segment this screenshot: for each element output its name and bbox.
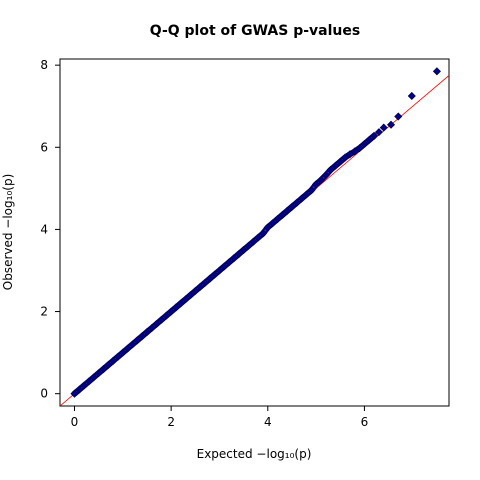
y-axis-label: Observed −log₁₀(p) [1,174,15,291]
y-tick-label: 4 [40,222,48,236]
data-point [278,211,287,220]
data-point [234,250,243,259]
y-tick-label: 0 [40,387,48,401]
data-point [186,291,195,300]
data-point [196,282,205,291]
data-point [341,153,350,162]
data-point [287,202,296,211]
data-point [94,369,103,378]
data-point [152,319,161,328]
data-point [181,295,190,304]
data-point [113,352,123,361]
data-point [355,144,364,153]
data-point [360,139,369,149]
data-point [321,171,330,180]
x-tick-label: 2 [167,415,175,429]
data-point [123,344,132,353]
data-point [220,262,229,271]
data-point [379,123,388,132]
data-point [138,332,147,341]
data-point [249,237,258,246]
data-point [229,254,238,263]
data-point [365,135,374,144]
data-point [254,233,263,242]
data-point [104,360,113,369]
data-point [273,215,282,224]
data-point [302,190,311,199]
data-point [171,303,180,312]
data-point [312,180,321,189]
data-point [326,165,335,174]
data-point [157,315,166,324]
plot-area [59,58,450,407]
data-point [75,385,84,394]
data-point [239,245,248,254]
x-axis-label-text: Expected −log₁₀(p) [197,447,312,461]
data-point [374,128,383,137]
y-axis: 0 2 4 6 8 [40,58,60,401]
data-point [268,219,277,228]
y-tick-label: 2 [40,305,48,319]
data-point [167,307,176,316]
data-point [331,161,340,170]
data-point [283,206,292,215]
x-tick-label: 0 [71,415,79,429]
data-point [297,194,306,203]
data-point [394,112,403,121]
y-axis-label-text: Observed −log₁₀(p) [1,174,15,291]
data-point [316,176,325,185]
x-tick-label: 4 [264,415,272,429]
data-point [407,91,416,100]
x-axis-label: Expected −log₁₀(p) [197,447,312,461]
data-point [225,258,234,267]
data-point [210,270,219,279]
data-point [336,157,345,166]
data-point [109,356,118,365]
data-point [128,340,137,349]
data-point [70,389,79,398]
data-point [215,266,224,275]
data-point [307,186,316,195]
data-point [142,328,152,337]
data-point [200,278,209,287]
data-point [205,274,214,283]
data-point [118,348,127,357]
data-point [244,241,253,250]
data-point [147,323,156,333]
x-tick-label: 6 [361,415,369,429]
data-point [345,150,354,159]
data-point [162,311,171,320]
y-tick-label: 8 [40,58,48,72]
data-point [80,381,89,390]
data-point [386,120,396,129]
chart-title: Q-Q plot of GWAS p-values [150,23,360,39]
data-point [191,286,200,296]
data-point [99,365,108,374]
data-point [370,131,379,140]
data-point [263,223,272,232]
data-point [89,373,98,382]
data-point [292,198,301,207]
data-point [133,336,142,345]
data-point [432,67,441,76]
data-point [176,299,185,308]
x-axis: 0 2 4 6 [71,406,369,429]
data-point [84,377,94,386]
data-point [350,147,359,156]
data-point [258,229,267,238]
y-tick-label: 6 [40,140,48,154]
